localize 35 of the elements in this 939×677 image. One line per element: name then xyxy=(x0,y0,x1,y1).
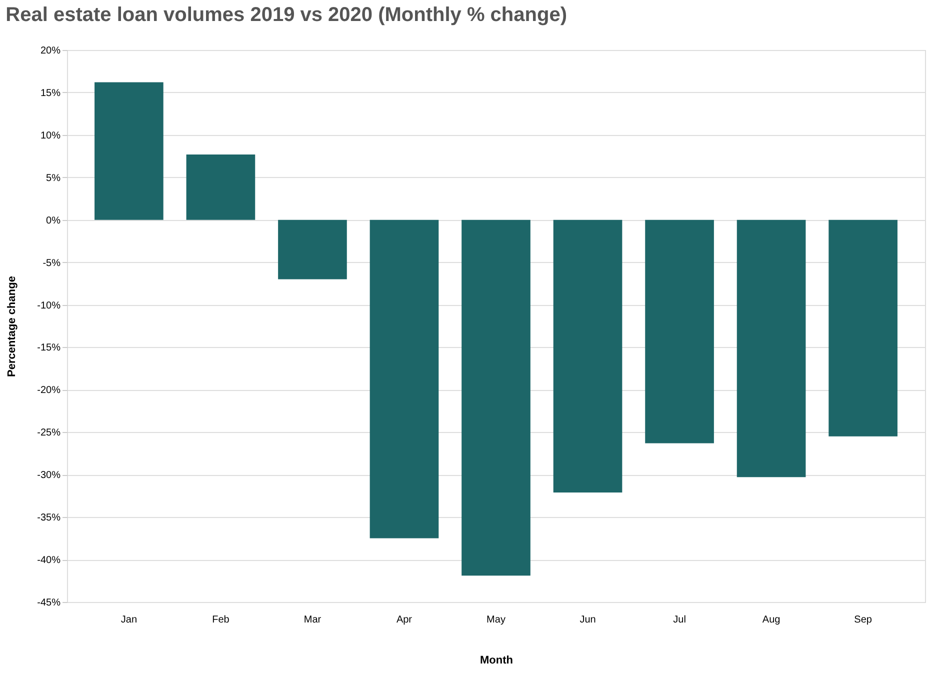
y-tick-label: -10% xyxy=(37,300,61,312)
bar xyxy=(370,220,439,538)
y-tick-label: 10% xyxy=(40,130,61,142)
y-axis-title: Percentage change xyxy=(6,276,18,377)
y-tick-label: -40% xyxy=(37,555,61,566)
y-tick-label: -5% xyxy=(42,258,61,269)
bar xyxy=(94,82,164,220)
bar xyxy=(186,154,256,220)
bar xyxy=(462,220,530,576)
x-tick-label: Mar xyxy=(304,614,322,626)
bar xyxy=(736,220,806,478)
y-tick-label: -25% xyxy=(37,428,61,439)
x-tick-label: Jun xyxy=(580,614,596,626)
x-tick-label: Aug xyxy=(762,614,780,626)
x-axis-title: Month xyxy=(480,654,514,666)
y-tick-label: -35% xyxy=(37,512,61,524)
y-tick-label: 5% xyxy=(46,172,61,184)
y-tick-label: 20% xyxy=(40,46,61,56)
x-tick-label: Jul xyxy=(673,614,686,626)
y-tick-label: 0% xyxy=(46,215,61,226)
y-tick-label: -15% xyxy=(37,342,61,354)
x-tick-label: Feb xyxy=(212,614,230,626)
y-tick-label: -45% xyxy=(37,598,61,608)
x-tick-label: Jan xyxy=(120,614,138,626)
x-tick-label: Sep xyxy=(854,614,872,626)
bar xyxy=(553,220,622,492)
x-tick-label: Apr xyxy=(396,614,413,626)
y-tick-label: 15% xyxy=(40,88,61,99)
y-tick-label: -30% xyxy=(37,470,61,482)
y-tick-label: -20% xyxy=(37,385,61,396)
bar xyxy=(645,220,714,444)
bar xyxy=(278,220,347,280)
bar xyxy=(828,220,898,436)
chart-title: Real estate loan volumes 2019 vs 2020 (Monthly % change) xyxy=(6,4,567,26)
x-tick-label: May xyxy=(486,614,506,626)
